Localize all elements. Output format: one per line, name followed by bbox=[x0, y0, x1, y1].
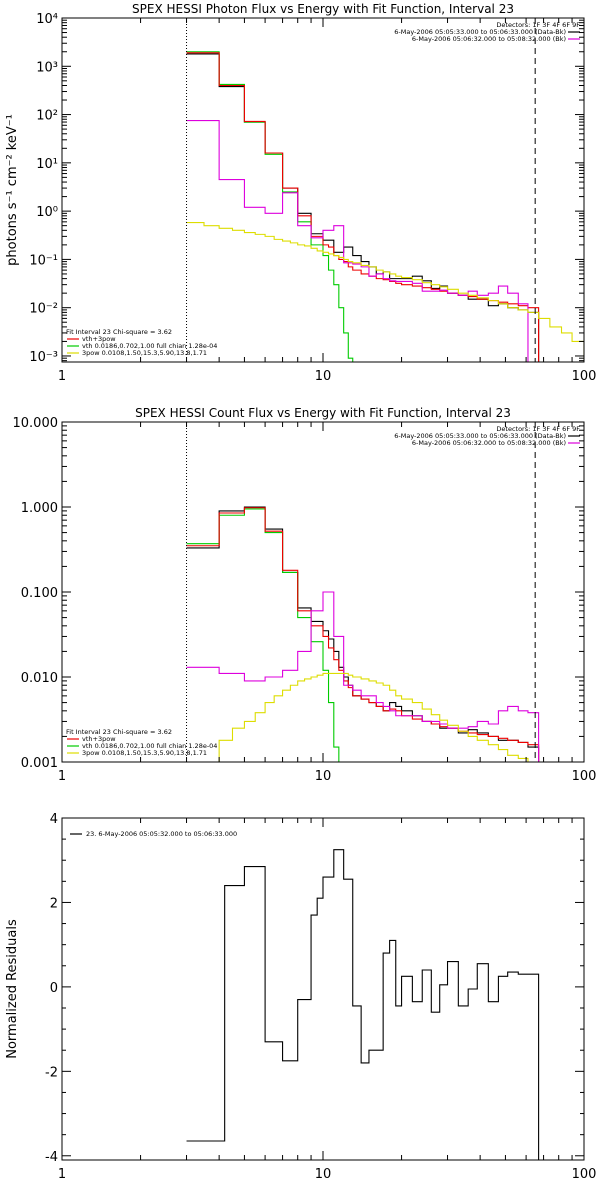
y-tick-label: 1.000 bbox=[21, 501, 58, 516]
y-tick-label: 10² bbox=[36, 109, 58, 124]
legend-entry: vth 0.0186,0.702,1.00 full chian 1.28e-0… bbox=[82, 342, 217, 350]
y-tick-label: 0 bbox=[50, 981, 58, 996]
y-tick-label: 2 bbox=[50, 896, 58, 911]
series-line-3 bbox=[186, 591, 540, 762]
y-tick-label: 10⁴ bbox=[36, 12, 58, 27]
residuals-panel: Normalized Residuals 1 10 100 -4 -2 0 2 4 23. 6-M… bbox=[5, 812, 596, 1182]
chart-title: SPEX HESSI Count Flux vs Energy with Fit… bbox=[135, 406, 511, 420]
x-tick-label: 100 bbox=[572, 369, 597, 384]
legend-entry: Detectors: 1F 3F 4F 6F 9F bbox=[496, 21, 580, 29]
legend-entry: 3pow 0.0108,1.50,15.3,5.90,13.8,1.71 bbox=[82, 349, 207, 357]
x-tick-label: 10 bbox=[315, 769, 332, 784]
legend-entry: Fit Interval 23 Chi-square = 3.62 bbox=[66, 728, 172, 736]
plot-frame bbox=[61, 17, 585, 363]
legend-entry: 23. 6-May-2006 05:05:32.000 to 05:06:33.… bbox=[86, 830, 237, 838]
legend-entry: 6-May-2006 05:05:33.000 to 05:06:33.000 … bbox=[394, 432, 566, 440]
series-line-4 bbox=[186, 222, 584, 362]
series-line-0 bbox=[186, 53, 540, 362]
y-tick-label: 0.010 bbox=[21, 671, 58, 686]
x-tick-label: 100 bbox=[572, 1167, 597, 1182]
y-tick-label: 10.000 bbox=[13, 416, 59, 431]
y-tick-label: 10⁻³ bbox=[29, 350, 58, 365]
series-line-4 bbox=[203, 672, 540, 762]
y-tick-label: 4 bbox=[50, 812, 58, 827]
chart-title: SPEX HESSI Photon Flux vs Energy with Fi… bbox=[132, 2, 514, 16]
plot-frame bbox=[61, 817, 585, 1161]
x-tick-label: 1 bbox=[58, 369, 66, 384]
y-tick-label: 10⁻² bbox=[29, 302, 58, 317]
series-line-1 bbox=[186, 51, 354, 362]
legend-entry: 6-May-2006 05:05:33.000 to 05:06:33.000 … bbox=[394, 28, 566, 36]
legend-entry: 3pow 0.0108,1.50,15.3,5.90,13.8,1.71 bbox=[82, 749, 207, 757]
legend-entry: vth+3pow bbox=[82, 735, 116, 743]
series-line-3 bbox=[186, 120, 529, 362]
x-tick-label: 1 bbox=[58, 1167, 66, 1182]
series-group bbox=[186, 506, 540, 762]
y-tick-label: 10⁻¹ bbox=[29, 253, 58, 268]
legend-entry: Fit Interval 23 Chi-square = 3.62 bbox=[66, 328, 172, 336]
y-tick-label: 10⁰ bbox=[36, 205, 58, 220]
x-tick-label: 1 bbox=[58, 769, 66, 784]
x-tick-label: 10 bbox=[315, 1167, 332, 1182]
legend-entry: vth+3pow bbox=[82, 335, 116, 343]
series-line-2 bbox=[186, 507, 540, 762]
y-tick-label: 0.100 bbox=[21, 586, 58, 601]
x-tick-label: 10 bbox=[315, 369, 332, 384]
series-line-0 bbox=[186, 849, 540, 1160]
series-line-2 bbox=[186, 52, 540, 362]
series-group bbox=[186, 849, 540, 1160]
y-tick-label: 10¹ bbox=[36, 157, 58, 172]
y-axis-label: Normalized Residuals bbox=[5, 919, 20, 1059]
legend-entry: 6-May-2006 05:06:32.000 to 05:08:32.000 … bbox=[412, 439, 566, 447]
y-tick-label: -4 bbox=[45, 1150, 58, 1165]
y-axis-label: photons s⁻¹ cm⁻² keV⁻¹ bbox=[5, 114, 20, 266]
y-tick-label: -2 bbox=[45, 1065, 58, 1080]
photon-flux-panel: SPEX HESSI Photon Flux vs Energy with Fi… bbox=[5, 2, 597, 384]
x-tick-label: 100 bbox=[572, 769, 597, 784]
legend-entry: 6-May-2006 05:06:32.000 to 05:08:32.000 … bbox=[412, 35, 566, 43]
series-group bbox=[186, 51, 584, 362]
legend-entry: Detectors: 1F 3F 4F 6F 9F bbox=[496, 425, 580, 433]
count-flux-panel: SPEX HESSI Count Flux vs Energy with Fit… bbox=[13, 406, 597, 784]
y-tick-label: 10³ bbox=[36, 60, 58, 75]
y-tick-label: 0.001 bbox=[21, 756, 58, 771]
legend-entry: vth 0.0186,0.702,1.00 full chian 1.28e-0… bbox=[82, 742, 217, 750]
